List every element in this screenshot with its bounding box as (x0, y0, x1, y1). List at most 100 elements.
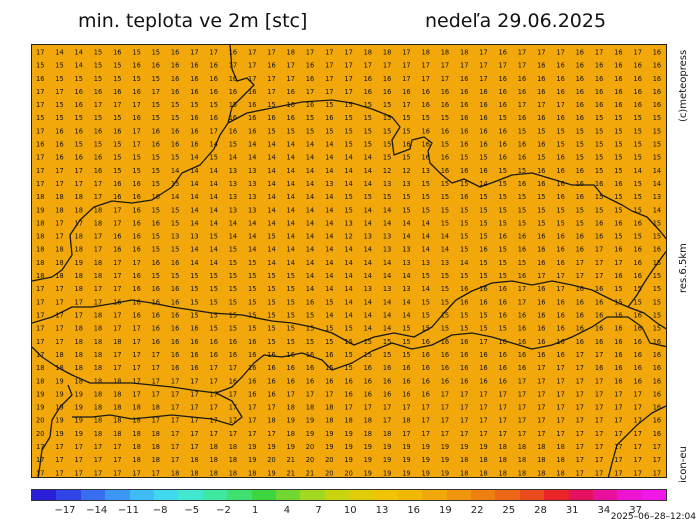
temperature-value: 15 (325, 127, 333, 135)
temperature-value: 16 (422, 377, 430, 385)
temperature-value: 15 (113, 167, 121, 175)
temperature-value: 14 (306, 246, 314, 254)
temperature-value: 14 (325, 312, 333, 320)
temperature-value: 17 (171, 377, 179, 385)
temperature-value: 16 (94, 88, 102, 96)
temperature-value: 15 (248, 325, 256, 333)
temperature-value: 16 (190, 114, 198, 122)
temperature-value: 14 (634, 167, 642, 175)
temperature-value: 15 (383, 193, 391, 201)
temperature-value: 17 (152, 364, 160, 372)
temperature-value: 16 (537, 75, 545, 83)
temperature-value: 17 (36, 298, 44, 306)
temperature-value: 17 (132, 141, 140, 149)
temperature-value: 17 (402, 75, 410, 83)
temperature-value: 17 (325, 75, 333, 83)
temperature-value: 16 (518, 364, 526, 372)
temperature-value: 13 (402, 246, 410, 254)
temperature-value: 15 (402, 127, 410, 135)
temperature-value: 18 (556, 456, 564, 464)
temperature-value: 18 (94, 377, 102, 385)
temperature-value: 14 (402, 298, 410, 306)
temperature-value: 15 (152, 75, 160, 83)
temperature-value: 18 (229, 443, 237, 451)
temperature-value: 13 (229, 206, 237, 214)
temperature-value: 15 (210, 154, 218, 162)
temperature-value: 14 (229, 233, 237, 241)
temperature-value: 16 (479, 246, 487, 254)
temperature-value: 15 (499, 167, 507, 175)
temperature-value: 16 (55, 141, 63, 149)
temperature-value: 16 (479, 298, 487, 306)
temperature-value: 15 (344, 193, 352, 201)
temperature-value: 14 (190, 193, 198, 201)
temperature-value: 14 (306, 206, 314, 214)
temperature-value: 16 (634, 101, 642, 109)
temperature-value: 15 (210, 298, 218, 306)
temperature-value: 15 (402, 351, 410, 359)
temperature-value: 16 (576, 180, 584, 188)
temperature-value: 16 (537, 325, 545, 333)
temperature-value: 17 (518, 285, 526, 293)
temperature-value: 20 (36, 430, 44, 438)
temperature-value: 16 (614, 101, 622, 109)
temperature-value: 18 (113, 338, 121, 346)
temperature-value: 18 (287, 404, 295, 412)
temperature-value: 17 (267, 404, 275, 412)
temperature-value: 17 (36, 325, 44, 333)
temperature-value: 15 (479, 219, 487, 227)
temperature-value: 17 (422, 404, 430, 412)
temperature-value: 14 (229, 219, 237, 227)
map-canvas: 17 14 14 15 16 15 15 16 17 17 16 17 17 18 17 17 17 18 18 17… (32, 45, 666, 477)
temperature-value: 14 (248, 219, 256, 227)
temperature-value: 16 (152, 325, 160, 333)
temperature-value: 14 (479, 180, 487, 188)
temperature-value: 17 (36, 180, 44, 188)
temperature-value: 16 (171, 62, 179, 70)
temperature-value: 19 (422, 443, 430, 451)
temperature-value: 16 (518, 154, 526, 162)
temperature-value: 16 (576, 88, 584, 96)
temperature-value: 15 (499, 219, 507, 227)
temperature-value: 15 (383, 127, 391, 135)
temperature-value: 13 (383, 285, 391, 293)
color-scale-tick: −17 (54, 505, 76, 516)
temperature-value: 17 (55, 456, 63, 464)
temperature-value: 16 (210, 351, 218, 359)
temperature-value: 17 (595, 49, 603, 57)
temperature-value: 17 (537, 390, 545, 398)
temperature-value: 16 (595, 285, 603, 293)
temperature-value: 14 (383, 206, 391, 214)
temperature-value: 15 (460, 233, 468, 241)
temperature-value: 20 (306, 443, 314, 451)
temperature-value: 19 (402, 469, 410, 477)
temperature-value: 14 (171, 193, 179, 201)
temperature-value: 16 (537, 285, 545, 293)
temperature-value: 18 (36, 259, 44, 267)
color-scale-segment (32, 490, 57, 500)
temperature-value: 16 (634, 272, 642, 280)
temperature-value: 17 (479, 75, 487, 83)
temperature-value: 18 (383, 49, 391, 57)
temperature-value: 16 (595, 180, 603, 188)
temperature-value: 15 (422, 180, 430, 188)
temperature-value: 15 (460, 325, 468, 333)
temperature-value: 19 (402, 443, 410, 451)
color-scale-segment (105, 490, 130, 500)
temperature-value: 16 (595, 75, 603, 83)
temperature-value: 15 (653, 312, 661, 320)
temperature-value: 15 (499, 180, 507, 188)
temperature-value: 15 (171, 246, 179, 254)
temperature-value: 16 (422, 154, 430, 162)
color-scale-segment (349, 490, 374, 500)
temperature-value: 18 (422, 49, 430, 57)
temperature-value: 16 (614, 351, 622, 359)
temperature-value: 16 (556, 233, 564, 241)
temperature-value: 17 (537, 364, 545, 372)
temperature-value: 15 (499, 114, 507, 122)
temperature-value: 14 (344, 272, 352, 280)
temperature-value: 16 (402, 377, 410, 385)
temperature-value: 16 (364, 364, 372, 372)
temperature-value: 15 (267, 127, 275, 135)
temperature-value: 15 (210, 272, 218, 280)
